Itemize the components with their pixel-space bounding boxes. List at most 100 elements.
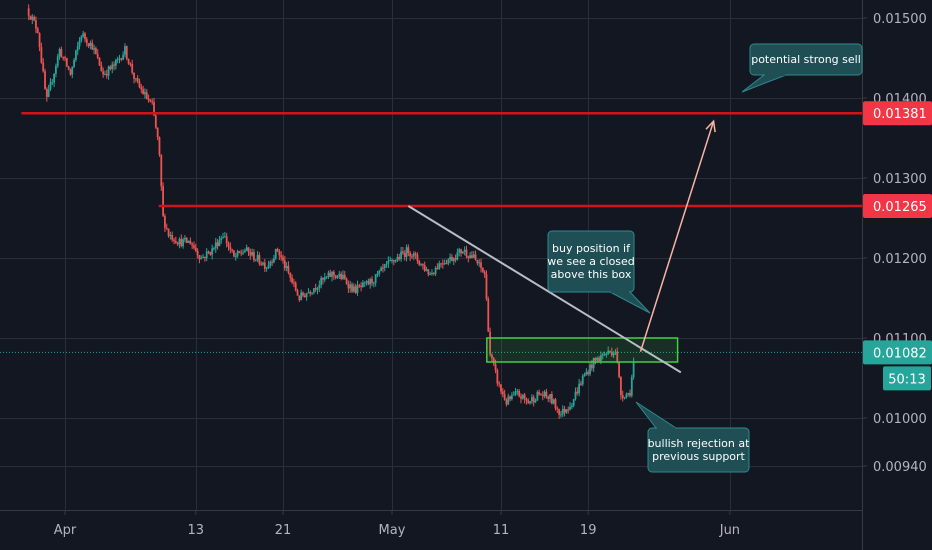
candle (460, 249, 462, 254)
candle (367, 281, 370, 285)
candle (334, 275, 337, 278)
candle (389, 260, 392, 262)
x-tick-label: 19 (580, 523, 597, 538)
candle (316, 287, 319, 290)
candle (409, 253, 412, 257)
candle (414, 253, 417, 255)
price-tag-0.01265[interactable] (863, 194, 932, 218)
candle (402, 251, 404, 254)
candle (207, 251, 210, 253)
candle (440, 263, 442, 265)
price-tag-0.01082[interactable] (863, 340, 932, 365)
candle (285, 265, 288, 269)
candle (182, 239, 184, 247)
candle (291, 277, 293, 283)
candle (256, 255, 259, 260)
candle (465, 249, 468, 257)
candle (630, 377, 633, 396)
candle (536, 392, 539, 401)
candle (421, 263, 424, 266)
candle (225, 236, 228, 244)
candle (267, 265, 270, 268)
candle (271, 261, 273, 263)
candle (338, 273, 341, 277)
drawings[interactable] (407, 119, 716, 374)
candle (570, 405, 573, 407)
candle (173, 239, 175, 241)
candle (158, 137, 161, 155)
candle (35, 20, 37, 29)
candle (300, 292, 303, 301)
x-tick-label: Apr (54, 523, 77, 538)
candle (383, 264, 386, 269)
candle (282, 257, 284, 261)
candle (625, 394, 628, 398)
candle (160, 154, 163, 187)
candle (352, 286, 355, 292)
candle (429, 274, 432, 276)
candle (294, 282, 297, 291)
candle (238, 251, 241, 253)
candle (283, 260, 286, 269)
candle (258, 255, 261, 264)
candle (144, 92, 146, 95)
candle (249, 252, 252, 256)
candle (581, 375, 584, 385)
candle (354, 286, 357, 293)
candle (561, 408, 564, 415)
candle (151, 101, 154, 103)
candle (387, 260, 390, 264)
candle (618, 362, 620, 377)
candle (549, 394, 551, 399)
candle (492, 358, 495, 364)
candle (432, 273, 435, 275)
candle (269, 261, 272, 266)
candle (305, 293, 308, 298)
candle (233, 250, 235, 257)
candle (467, 256, 470, 258)
horizontal-levels[interactable] (0, 111, 862, 353)
candles (27, 4, 635, 419)
breakout-zone-box[interactable] (486, 337, 679, 363)
projection-arrow[interactable] (639, 120, 715, 352)
candle (590, 364, 593, 369)
price-tag-0.01381[interactable] (863, 101, 932, 126)
candle (149, 100, 152, 102)
candle (469, 255, 472, 258)
candle (98, 57, 101, 66)
candle (31, 16, 34, 20)
candle (323, 277, 326, 280)
candle (418, 261, 421, 265)
candle (100, 65, 103, 72)
candle (369, 278, 372, 285)
candle (93, 48, 95, 50)
price-tag-label: 0.01265 (873, 200, 927, 215)
candle (523, 394, 526, 399)
annotation-sell[interactable]: potential strong sell (741, 43, 863, 93)
candle (156, 127, 159, 138)
candle (481, 267, 484, 272)
candle (505, 399, 508, 405)
annotation-text: above this box (551, 268, 632, 281)
candle (594, 357, 597, 361)
candle (251, 252, 254, 256)
candle (136, 78, 139, 82)
candle (427, 269, 430, 275)
candle (449, 256, 452, 260)
candle (169, 234, 172, 236)
candle (500, 384, 502, 392)
candle (587, 371, 590, 375)
candle (116, 59, 119, 61)
candle (329, 272, 332, 277)
candle (362, 282, 364, 287)
descending-trendline[interactable] (407, 205, 682, 374)
candle (209, 251, 212, 255)
annotation-text: we see a closed (547, 255, 635, 268)
candle (265, 267, 268, 269)
candle (423, 265, 426, 271)
candle (65, 58, 68, 67)
